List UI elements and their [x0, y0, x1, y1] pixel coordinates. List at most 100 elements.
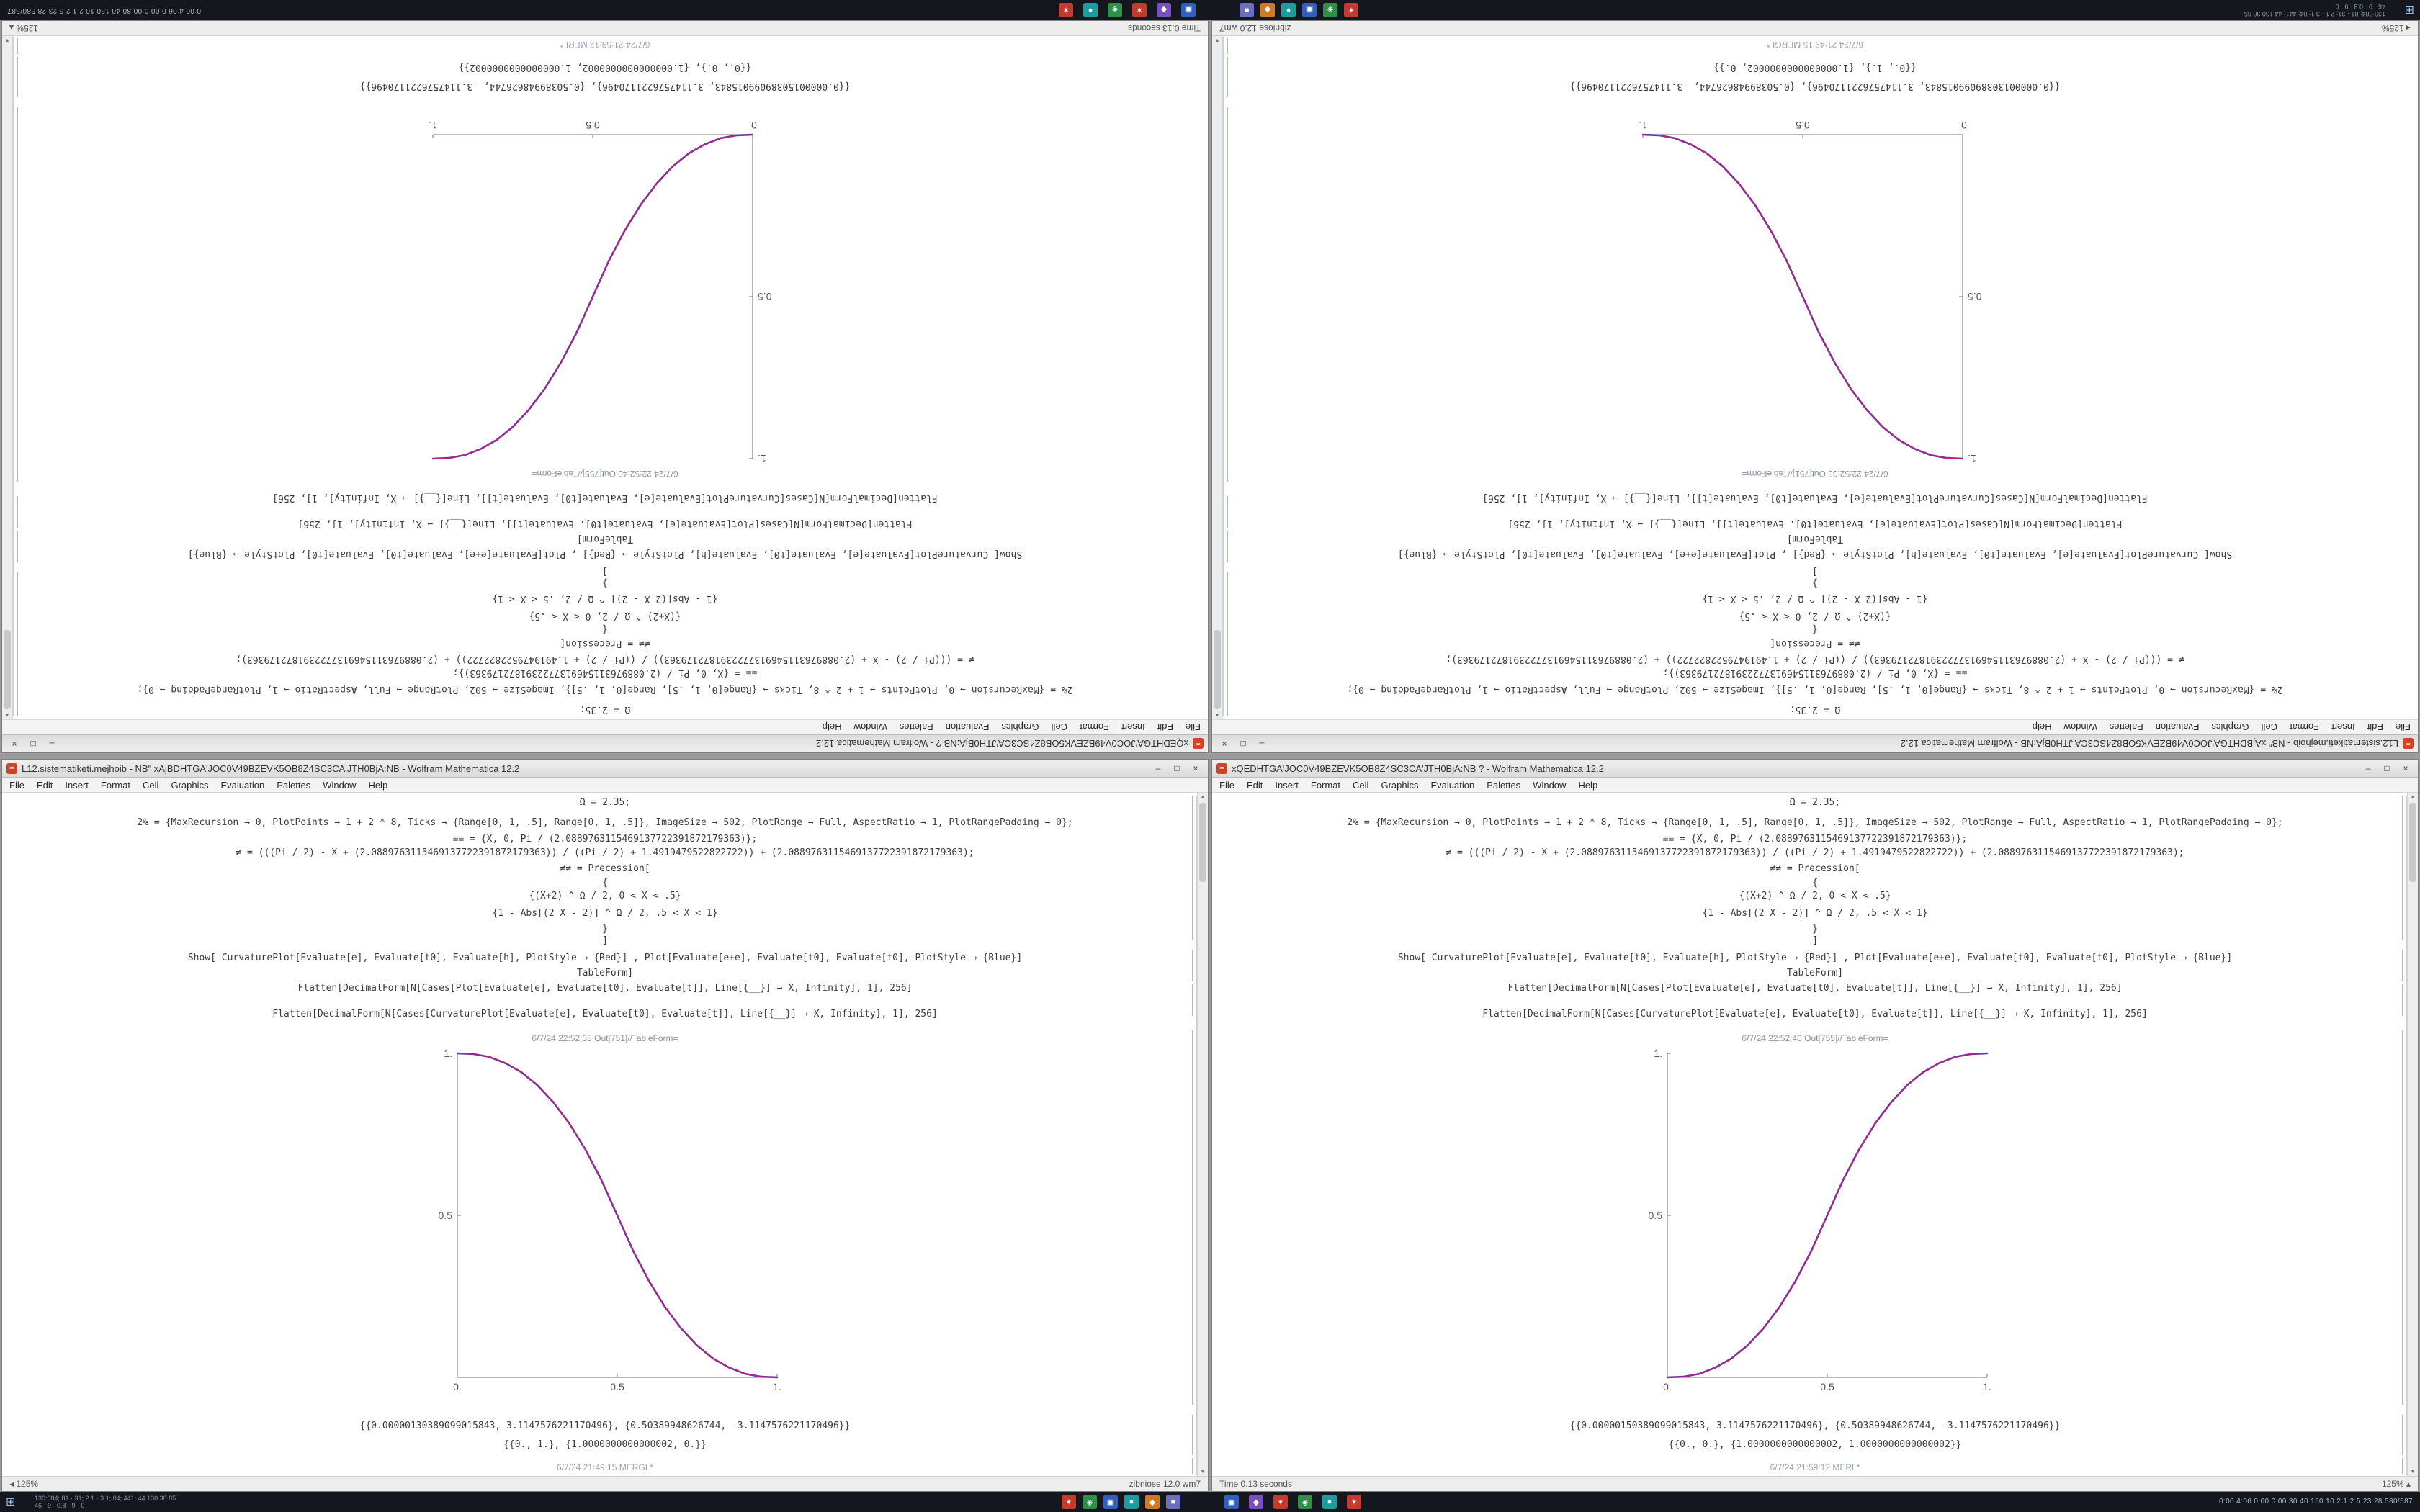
menu-item[interactable]: Cell	[1051, 721, 1067, 733]
taskbar-app-icon[interactable]: ✶	[1347, 1495, 1361, 1509]
maximize-button[interactable]: □	[1240, 739, 1246, 749]
minimize-button[interactable]: –	[1155, 763, 1161, 773]
scroll-up-icon[interactable]: ▲	[4, 712, 10, 719]
scroll-down-icon[interactable]: ▼	[2410, 1468, 2416, 1475]
cell-bracket[interactable]	[2402, 1030, 2403, 1405]
menu-item[interactable]: Window	[1533, 779, 1567, 791]
taskbar-app-icon[interactable]: ◆	[1145, 1495, 1160, 1509]
cell-bracket-outer[interactable]	[1196, 796, 1197, 1475]
menu-item[interactable]: File	[1219, 779, 1234, 791]
cell-bracket[interactable]	[2402, 796, 2403, 940]
menu-item[interactable]: Format	[1310, 779, 1341, 791]
menu-item[interactable]: File	[2396, 721, 2411, 733]
maximize-button[interactable]: □	[2384, 763, 2390, 773]
menu-item[interactable]: Edit	[2367, 721, 2384, 733]
title-bar[interactable]: ✶ xQEDHTGA'JOC0V49BZEVK5OB8Z4SC3CA'JTH0B…	[1212, 760, 2418, 778]
minimize-button[interactable]: –	[2365, 763, 2371, 773]
taskbar-app-icon[interactable]: ◈	[1298, 1495, 1312, 1509]
cell-bracket[interactable]	[2402, 984, 2403, 1016]
scroll-up-icon[interactable]: ▲	[1200, 793, 1206, 800]
scroll-down-icon[interactable]: ▼	[4, 37, 10, 44]
taskbar-app-icon[interactable]: ■	[1240, 3, 1254, 17]
zoom-level[interactable]: 125% ▴	[9, 23, 39, 33]
menu-item[interactable]: Palettes	[277, 779, 311, 791]
title-bar[interactable]: ✶ xQEDHTGA'JOC0V49BZEVK5OB8Z4SC3CA'JTH0B…	[2, 734, 1208, 752]
vertical-scrollbar[interactable]: ▲ ▼	[1197, 793, 1208, 1476]
cell-bracket-outer[interactable]	[1223, 37, 1224, 716]
taskbar-app-icon[interactable]: ✶	[1132, 3, 1147, 17]
cell-bracket[interactable]	[1192, 1030, 1193, 1405]
scroll-down-icon[interactable]: ▼	[1200, 1468, 1206, 1475]
menu-item[interactable]: File	[1186, 721, 1201, 733]
cell-bracket[interactable]	[17, 531, 18, 562]
taskbar-app-icon[interactable]: ◈	[1108, 3, 1122, 17]
cell-bracket[interactable]	[1227, 107, 1228, 482]
cell-bracket[interactable]	[17, 38, 18, 54]
menu-item[interactable]: Edit	[36, 779, 53, 791]
taskbar-app-icon[interactable]: ◈	[1323, 3, 1337, 17]
maximize-button[interactable]: □	[1174, 763, 1180, 773]
title-bar[interactable]: ✶ L12.sistematiketi.mejhoib - NB" xAjBDH…	[1212, 734, 2418, 752]
menu-item[interactable]: Help	[2032, 721, 2052, 733]
menu-item[interactable]: Evaluation	[945, 721, 990, 733]
menu-item[interactable]: Insert	[2331, 721, 2355, 733]
vertical-scrollbar[interactable]: ▲ ▼	[2, 36, 13, 719]
menu-item[interactable]: Palettes	[2109, 721, 2143, 733]
zoom-level[interactable]: ◂ 125%	[2381, 23, 2411, 33]
cell-bracket[interactable]	[17, 107, 18, 482]
taskbar-app-icon[interactable]: ✶	[1059, 3, 1073, 17]
menu-item[interactable]: Cell	[143, 779, 159, 791]
menu-item[interactable]: Graphics	[171, 779, 209, 791]
maximize-button[interactable]: □	[30, 739, 36, 749]
menu-item[interactable]: Graphics	[2211, 721, 2249, 733]
close-button[interactable]: ×	[12, 739, 17, 749]
zoom-level[interactable]: 125% ▴	[2381, 1479, 2411, 1489]
taskbar-app-icon[interactable]: ▣	[1224, 1495, 1239, 1509]
scrollbar-thumb[interactable]	[2409, 803, 2416, 882]
menu-item[interactable]: Evaluation	[2155, 721, 2200, 733]
cell-bracket[interactable]	[1227, 57, 1228, 97]
taskbar-app-icon[interactable]: ◆	[1260, 3, 1275, 17]
cell-bracket-outer[interactable]	[13, 37, 14, 716]
menu-item[interactable]: Palettes	[1487, 779, 1521, 791]
menu-item[interactable]: Cell	[1353, 779, 1369, 791]
menu-item[interactable]: Window	[323, 779, 357, 791]
menu-item[interactable]: Evaluation	[1430, 779, 1475, 791]
cell-bracket[interactable]	[1227, 38, 1228, 54]
close-button[interactable]: ×	[2403, 763, 2408, 773]
menu-item[interactable]: Edit	[1246, 779, 1263, 791]
scroll-up-icon[interactable]: ▲	[1214, 712, 1220, 719]
cell-bracket[interactable]	[1227, 496, 1228, 528]
menu-item[interactable]: Insert	[65, 779, 89, 791]
taskbar-app-icon[interactable]: ■	[1166, 1495, 1180, 1509]
start-icon[interactable]: ⊞	[6, 1496, 16, 1508]
scrollbar-thumb[interactable]	[4, 630, 11, 709]
cell-bracket[interactable]	[1192, 796, 1193, 940]
taskbar-app-icon[interactable]: ●	[1322, 1495, 1337, 1509]
title-bar[interactable]: ✶ L12.sistematiketi.mejhoib - NB" xAjBDH…	[2, 760, 1208, 778]
cell-bracket[interactable]	[1227, 572, 1228, 716]
vertical-scrollbar[interactable]: ▲ ▼	[2407, 793, 2418, 1476]
menu-item[interactable]: Insert	[1121, 721, 1145, 733]
scroll-down-icon[interactable]: ▼	[1214, 37, 1220, 44]
cell-bracket[interactable]	[2402, 950, 2403, 981]
menu-item[interactable]: Insert	[1275, 779, 1299, 791]
menu-item[interactable]: Graphics	[1001, 721, 1039, 733]
menu-item[interactable]: Format	[1079, 721, 1110, 733]
menu-item[interactable]: File	[9, 779, 24, 791]
menu-item[interactable]: Edit	[1157, 721, 1174, 733]
vertical-scrollbar[interactable]: ▲ ▼	[1212, 36, 1223, 719]
scrollbar-thumb[interactable]	[1214, 630, 1221, 709]
taskbar-app-icon[interactable]: ◆	[1249, 1495, 1263, 1509]
menu-item[interactable]: Graphics	[1381, 779, 1419, 791]
menu-item[interactable]: Cell	[2261, 721, 2277, 733]
cell-bracket[interactable]	[1192, 984, 1193, 1016]
menu-item[interactable]: Format	[2289, 721, 2320, 733]
taskbar-app-icon[interactable]: ◈	[1083, 1495, 1097, 1509]
taskbar-app-icon[interactable]: ▣	[1103, 1495, 1118, 1509]
taskbar-app-icon[interactable]: ◆	[1157, 3, 1171, 17]
zoom-level[interactable]: ◂ 125%	[9, 1479, 39, 1489]
cell-bracket-outer[interactable]	[2406, 796, 2407, 1475]
cell-bracket[interactable]	[2402, 1415, 2403, 1455]
close-button[interactable]: ×	[1193, 763, 1198, 773]
